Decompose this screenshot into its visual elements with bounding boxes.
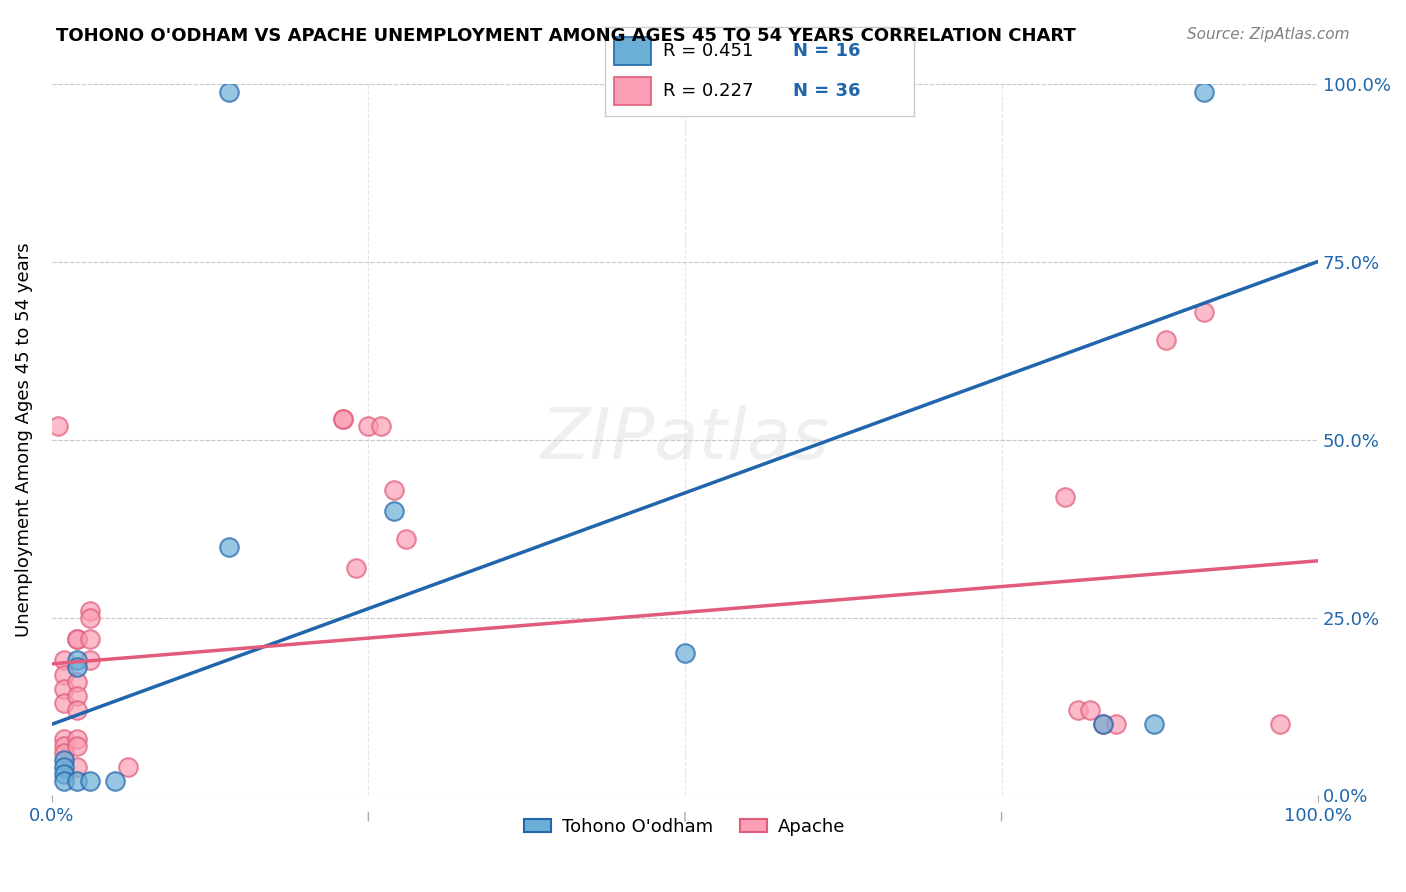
Point — [66, 760, 89, 774]
Point — [218, 85, 240, 99]
Point — [66, 689, 89, 703]
Point — [1066, 703, 1088, 717]
Point — [332, 411, 354, 425]
Point — [395, 533, 418, 547]
Point — [357, 418, 380, 433]
Point — [1192, 305, 1215, 319]
Point — [382, 483, 405, 497]
Text: Source: ZipAtlas.com: Source: ZipAtlas.com — [1187, 27, 1350, 42]
Point — [382, 504, 405, 518]
Point — [66, 774, 89, 789]
Point — [344, 561, 367, 575]
Point — [79, 774, 101, 789]
Point — [1154, 334, 1177, 348]
Point — [53, 739, 76, 753]
Point — [104, 774, 127, 789]
Point — [53, 753, 76, 767]
Point — [117, 760, 139, 774]
Y-axis label: Unemployment Among Ages 45 to 54 years: Unemployment Among Ages 45 to 54 years — [15, 243, 32, 637]
Text: R = 0.451: R = 0.451 — [664, 42, 754, 60]
Point — [53, 760, 76, 774]
Point — [1091, 717, 1114, 731]
Point — [53, 681, 76, 696]
Point — [66, 739, 89, 753]
Point — [66, 632, 89, 646]
Point — [66, 653, 89, 667]
FancyBboxPatch shape — [614, 77, 651, 105]
Text: R = 0.227: R = 0.227 — [664, 82, 754, 100]
Point — [1268, 717, 1291, 731]
Text: N = 36: N = 36 — [793, 82, 860, 100]
Point — [79, 653, 101, 667]
Point — [53, 731, 76, 746]
Legend: Tohono O'odham, Apache: Tohono O'odham, Apache — [517, 811, 853, 843]
Point — [1091, 717, 1114, 731]
Point — [1142, 717, 1164, 731]
Point — [1104, 717, 1126, 731]
Point — [79, 610, 101, 624]
Point — [370, 418, 392, 433]
Point — [66, 703, 89, 717]
Text: TOHONO O'ODHAM VS APACHE UNEMPLOYMENT AMONG AGES 45 TO 54 YEARS CORRELATION CHAR: TOHONO O'ODHAM VS APACHE UNEMPLOYMENT AM… — [56, 27, 1076, 45]
Text: ZIPatlas: ZIPatlas — [540, 406, 830, 475]
Point — [53, 653, 76, 667]
Point — [332, 411, 354, 425]
Point — [79, 632, 101, 646]
Point — [66, 674, 89, 689]
Point — [46, 418, 69, 433]
Point — [53, 746, 76, 760]
Point — [53, 774, 76, 789]
FancyBboxPatch shape — [614, 37, 651, 65]
Point — [218, 540, 240, 554]
Point — [1053, 490, 1076, 504]
Point — [53, 696, 76, 710]
Point — [1192, 85, 1215, 99]
Point — [53, 667, 76, 681]
Point — [673, 646, 696, 660]
Point — [66, 731, 89, 746]
Point — [66, 632, 89, 646]
Point — [1078, 703, 1101, 717]
Point — [66, 660, 89, 674]
Point — [53, 767, 76, 781]
Point — [79, 603, 101, 617]
Text: N = 16: N = 16 — [793, 42, 860, 60]
